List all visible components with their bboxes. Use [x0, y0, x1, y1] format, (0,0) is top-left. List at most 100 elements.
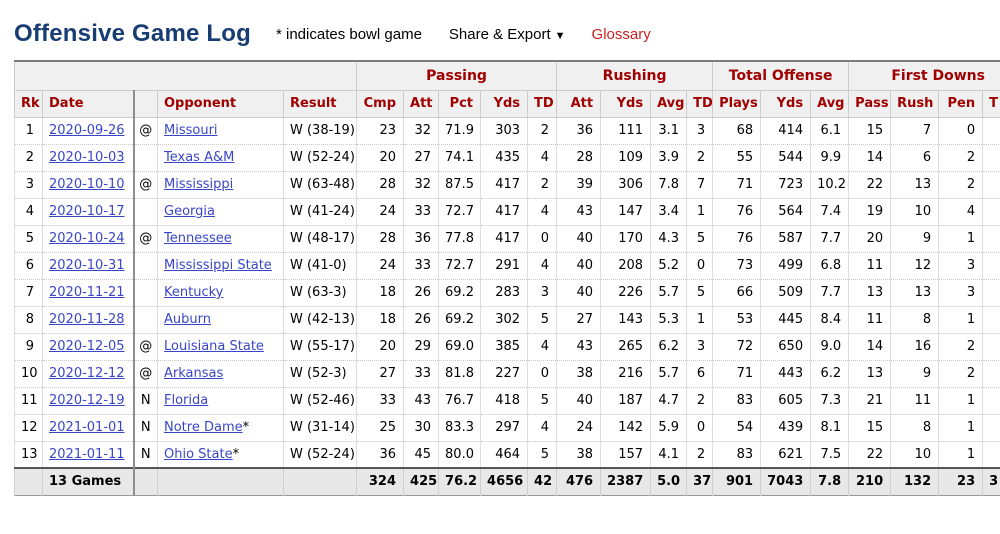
col-header-site-2[interactable]	[134, 90, 158, 117]
opponent-link[interactable]: Notre Dame	[164, 420, 243, 435]
stat-cell: 5	[528, 306, 557, 333]
stat-cell: 28	[557, 144, 601, 171]
date-link[interactable]: 2020-09-26	[49, 123, 125, 138]
opponent-link[interactable]: Arkansas	[164, 366, 223, 381]
opponent-link[interactable]: Florida	[164, 393, 208, 408]
stat-cell: 26	[404, 279, 439, 306]
rank-cell: 10	[15, 360, 43, 387]
date-link[interactable]: 2020-11-28	[49, 312, 125, 327]
stat-cell: 5.9	[651, 414, 687, 441]
result-cell: W (52-3)	[284, 360, 357, 387]
stat-cell: 38	[557, 360, 601, 387]
col-header-td-13[interactable]: TD	[687, 90, 713, 117]
stat-cell: 30	[404, 414, 439, 441]
col-header-pct-7[interactable]: Pct	[439, 90, 481, 117]
stat-cell: 27	[357, 360, 404, 387]
stat-cell: 80.0	[439, 441, 481, 468]
col-header-td-9[interactable]: TD	[528, 90, 557, 117]
stat-cell: 8	[891, 414, 939, 441]
stat-cell: 25	[357, 414, 404, 441]
site-cell: @	[134, 225, 158, 252]
result-cell: W (63-48)	[284, 171, 357, 198]
date-link[interactable]: 2020-10-17	[49, 204, 125, 219]
stat-cell: 33	[404, 252, 439, 279]
stat-cell: 15	[849, 414, 891, 441]
stat-cell: 74.1	[439, 144, 481, 171]
col-header-pass-17[interactable]: Pass	[849, 90, 891, 117]
stat-cell: 443	[761, 360, 811, 387]
opponent-link[interactable]: Texas A&M	[164, 150, 234, 165]
date-link[interactable]: 2020-12-05	[49, 339, 125, 354]
date-link[interactable]: 2020-10-24	[49, 231, 125, 246]
stat-cell: 23	[357, 117, 404, 144]
stat-cell: 10.2	[811, 171, 849, 198]
date-link[interactable]: 2020-12-19	[49, 393, 125, 408]
col-header-avg-12[interactable]: Avg	[651, 90, 687, 117]
stat-cell: 3.4	[651, 198, 687, 225]
col-header-att-10[interactable]: Att	[557, 90, 601, 117]
stat-cell: 40	[557, 387, 601, 414]
stat-cell: 4	[528, 333, 557, 360]
col-header-avg-16[interactable]: Avg	[811, 90, 849, 117]
result-cell: W (48-17)	[284, 225, 357, 252]
col-header-yds-11[interactable]: Yds	[601, 90, 651, 117]
stat-cell: 83	[713, 441, 761, 468]
col-header-rk-0[interactable]: Rk	[15, 90, 43, 117]
col-header-cmp-5[interactable]: Cmp	[357, 90, 404, 117]
stat-cell: 2	[687, 441, 713, 468]
rank-cell: 13	[15, 441, 43, 468]
date-link[interactable]: 2020-10-10	[49, 177, 125, 192]
col-header-date-1[interactable]: Date	[43, 90, 134, 117]
date-link[interactable]: 2021-01-11	[49, 447, 125, 462]
stat-cell: 3.1	[651, 117, 687, 144]
stat-cell: 414	[761, 117, 811, 144]
result-cell: W (52-46)	[284, 387, 357, 414]
opponent-link[interactable]: Kentucky	[164, 285, 223, 300]
opponent-link[interactable]: Auburn	[164, 312, 211, 327]
opponent-link[interactable]: Tennessee	[164, 231, 232, 246]
stat-cell: 32	[404, 117, 439, 144]
totals-stat-cell: 5.0	[651, 468, 687, 495]
stat-cell: 0	[939, 117, 983, 144]
col-header-opponent-3[interactable]: Opponent	[158, 90, 284, 117]
date-link[interactable]: 2021-01-01	[49, 420, 125, 435]
stat-cell: 69.2	[439, 306, 481, 333]
date-link[interactable]: 2020-12-12	[49, 366, 125, 381]
col-header-t-20[interactable]: T	[983, 90, 1000, 117]
col-header-plays-14[interactable]: Plays	[713, 90, 761, 117]
opponent-link[interactable]: Louisiana State	[164, 339, 264, 354]
col-header-att-6[interactable]: Att	[404, 90, 439, 117]
stat-cell: 7.7	[811, 279, 849, 306]
col-header-pen-19[interactable]: Pen	[939, 90, 983, 117]
stat-cell: 9	[891, 225, 939, 252]
stat-cell: 4	[528, 252, 557, 279]
stat-cell: 20	[849, 225, 891, 252]
share-export-menu[interactable]: Share & Export▼	[449, 26, 566, 43]
stat-cell	[983, 333, 1000, 360]
date-link[interactable]: 2020-11-21	[49, 285, 125, 300]
stat-cell: 32	[404, 171, 439, 198]
glossary-link[interactable]: Glossary	[592, 26, 651, 43]
stat-cell: 77.8	[439, 225, 481, 252]
date-cell: 2020-12-19	[43, 387, 134, 414]
opponent-link[interactable]: Ohio State	[164, 447, 233, 462]
date-link[interactable]: 2020-10-03	[49, 150, 125, 165]
date-link[interactable]: 2020-10-31	[49, 258, 125, 273]
stat-cell: 587	[761, 225, 811, 252]
col-header-yds-15[interactable]: Yds	[761, 90, 811, 117]
stat-cell: 4	[939, 198, 983, 225]
opponent-link[interactable]: Mississippi	[164, 177, 233, 192]
rank-cell: 11	[15, 387, 43, 414]
opponent-link[interactable]: Mississippi State	[164, 258, 272, 273]
stat-cell: 83	[713, 387, 761, 414]
stat-cell: 564	[761, 198, 811, 225]
col-header-result-4[interactable]: Result	[284, 90, 357, 117]
col-header-yds-8[interactable]: Yds	[481, 90, 528, 117]
opponent-link[interactable]: Missouri	[164, 123, 218, 138]
col-header-rush-18[interactable]: Rush	[891, 90, 939, 117]
opponent-link[interactable]: Georgia	[164, 204, 215, 219]
stat-cell: 1	[939, 387, 983, 414]
site-cell: @	[134, 333, 158, 360]
